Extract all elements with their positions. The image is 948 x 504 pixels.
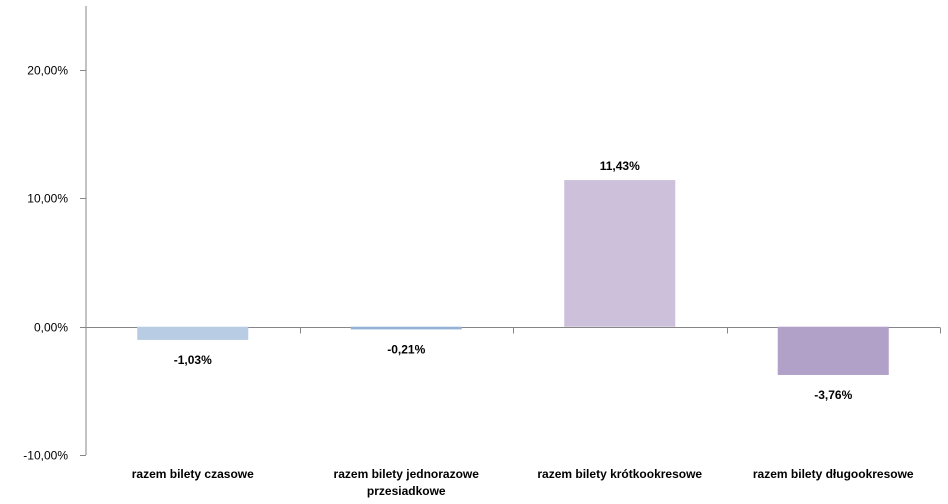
data-label: -1,03% <box>174 353 212 367</box>
bar <box>564 180 676 327</box>
bar <box>137 326 249 340</box>
category-label: razem bilety długookresowe <box>753 467 914 481</box>
data-label: 11,43% <box>600 159 640 173</box>
category-label: razem bilety czasowe <box>132 467 254 481</box>
y-tick-label: 0,00% <box>34 321 68 335</box>
y-tick-label: 10,00% <box>27 192 68 206</box>
y-tick-label: -10,00% <box>23 449 68 463</box>
data-label: -0,21% <box>387 342 425 356</box>
bar <box>777 326 889 375</box>
data-labels: -1,03% -0,21% 11,43% -3,76% <box>174 159 853 402</box>
bars <box>137 180 889 375</box>
category-label: razem bilety krótkookresowe <box>537 467 702 481</box>
category-label: przesiadkowe <box>367 484 446 498</box>
data-label: -3,76% <box>814 388 852 402</box>
axes: -10,00% 0,00% 10,00% 20,00% razem bilety cza… <box>23 6 941 498</box>
category-label: razem bilety jednorazowe <box>334 467 480 481</box>
bar <box>350 326 462 330</box>
y-tick-label: 20,00% <box>27 64 68 78</box>
